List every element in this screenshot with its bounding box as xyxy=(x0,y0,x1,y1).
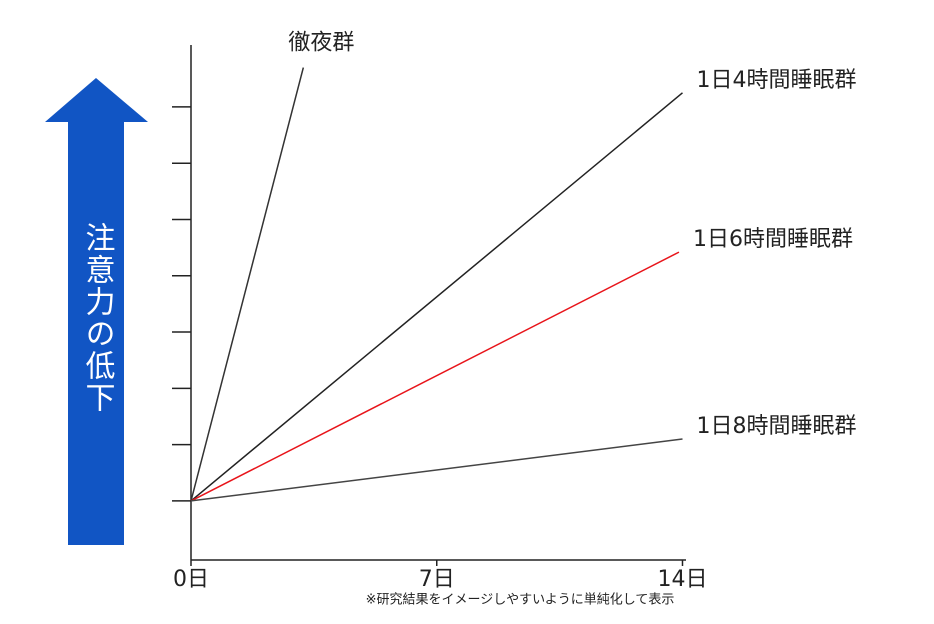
series-line xyxy=(190,251,680,502)
arrow-head xyxy=(45,78,148,122)
series-line xyxy=(190,67,305,502)
x-tick-label: 7日 xyxy=(419,567,455,592)
series-label: 1日4時間睡眠群 xyxy=(696,68,856,93)
arrow-shaft xyxy=(68,121,124,545)
series-label: 徹夜群 xyxy=(288,31,354,56)
x-tick-label: 14日 xyxy=(657,567,707,592)
series-line xyxy=(190,438,683,502)
series-label: 1日6時間睡眠群 xyxy=(693,227,853,252)
note: ※研究結果をイメージしやすいように単純化して表示 xyxy=(366,592,675,608)
y-axis-label: 注意力の低下 xyxy=(80,222,116,414)
x-tick-label: 0日 xyxy=(173,567,209,592)
series-label: 1日8時間睡眠群 xyxy=(696,414,856,439)
series-line xyxy=(190,92,683,502)
